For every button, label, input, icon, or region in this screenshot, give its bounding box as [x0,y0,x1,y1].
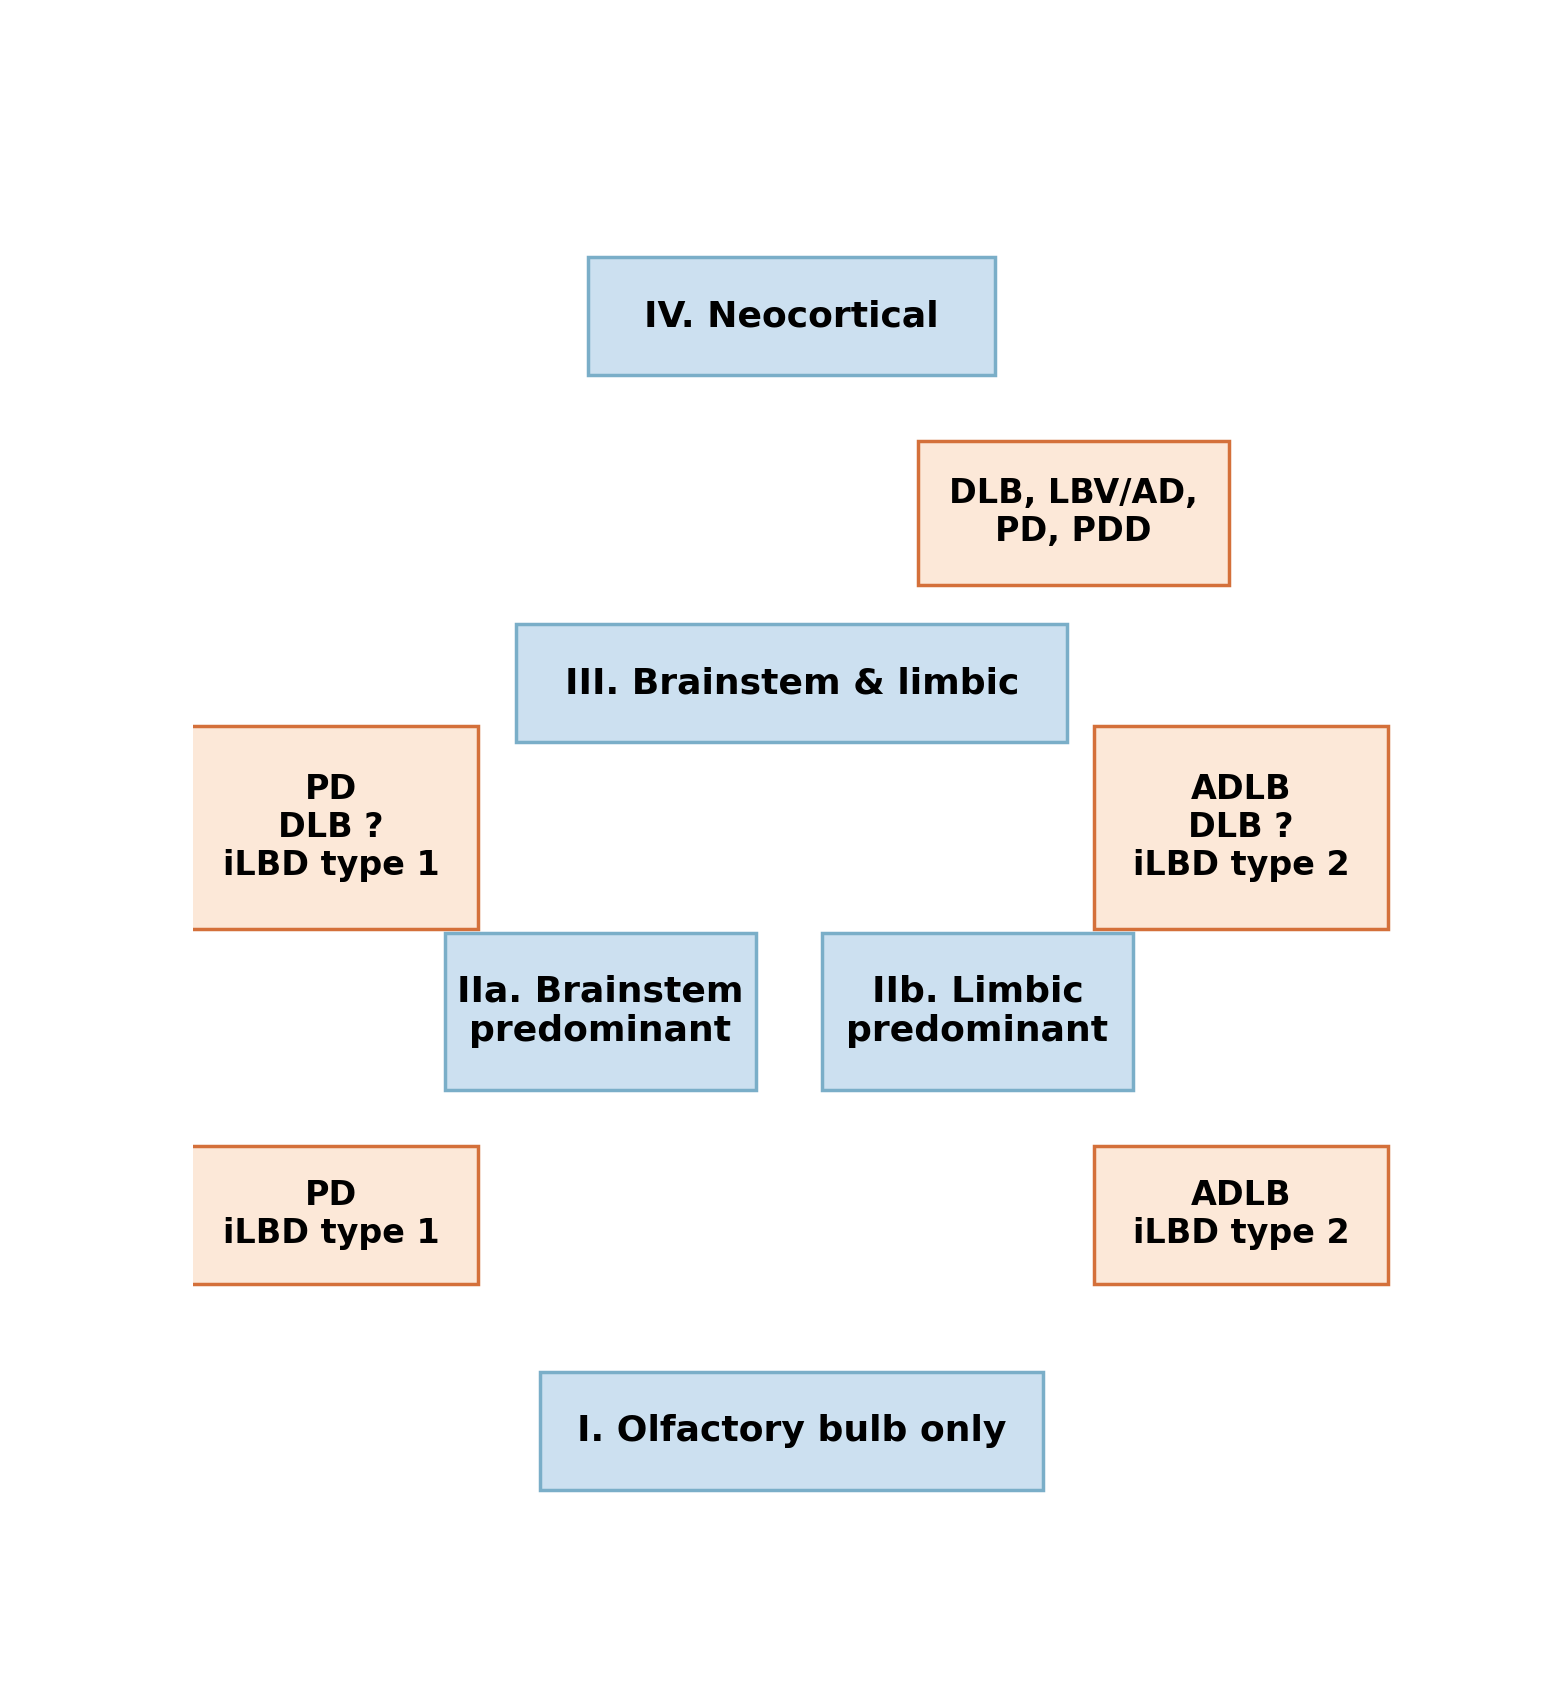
FancyBboxPatch shape [918,441,1228,584]
Text: IIb. Limbic
predominant: IIb. Limbic predominant [847,975,1108,1048]
Text: IIa. Brainstem
predominant: IIa. Brainstem predominant [457,975,743,1048]
FancyBboxPatch shape [541,1372,1043,1491]
FancyBboxPatch shape [184,1145,477,1283]
Text: I. Olfactory bulb only: I. Olfactory bulb only [578,1414,1006,1448]
FancyBboxPatch shape [1094,726,1387,929]
Text: III. Brainstem & limbic: III. Brainstem & limbic [564,666,1020,700]
FancyBboxPatch shape [445,932,756,1091]
FancyBboxPatch shape [516,624,1068,743]
Text: ADLB
DLB ?
iLBD type 2: ADLB DLB ? iLBD type 2 [1132,774,1349,883]
Text: DLB, LBV/AD,
PD, PDD: DLB, LBV/AD, PD, PDD [949,477,1197,549]
FancyBboxPatch shape [589,257,995,375]
Text: PD
iLBD type 1: PD iLBD type 1 [222,1179,439,1251]
Text: PD
DLB ?
iLBD type 1: PD DLB ? iLBD type 1 [222,774,439,883]
Text: ADLB
iLBD type 2: ADLB iLBD type 2 [1132,1179,1349,1251]
FancyBboxPatch shape [184,726,477,929]
FancyBboxPatch shape [1094,1145,1387,1283]
FancyBboxPatch shape [822,932,1132,1091]
Text: IV. Neocortical: IV. Neocortical [644,298,939,332]
